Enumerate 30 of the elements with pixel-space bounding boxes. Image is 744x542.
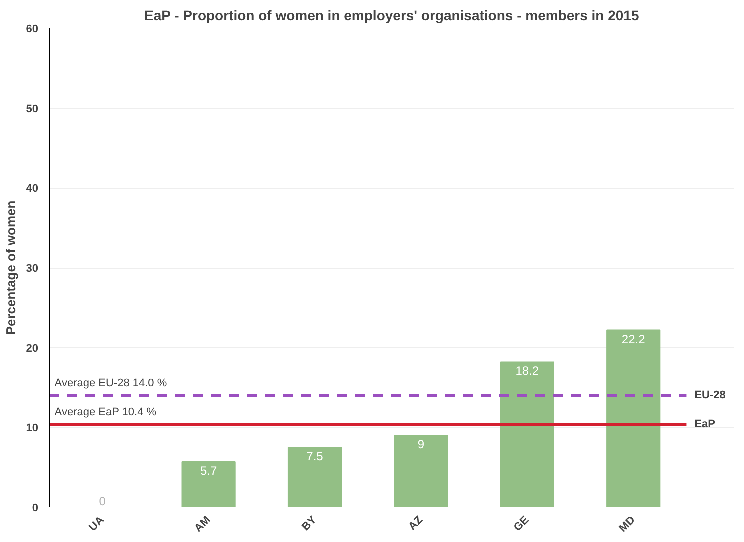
bar — [394, 435, 448, 508]
bar — [500, 362, 554, 508]
ref-line-label: EU-28 — [694, 390, 726, 402]
annotation: Average EU-28 14.0 % — [54, 378, 168, 390]
y-tick-label: 20 — [26, 342, 39, 355]
y-tick-label: 30 — [26, 263, 39, 275]
x-tick-label: AZ — [406, 514, 426, 534]
data-label: 5.7 — [200, 464, 218, 478]
data-label: 7.5 — [306, 450, 324, 464]
x-tick-label: GE — [512, 514, 532, 534]
y-tick-label: 50 — [26, 103, 39, 116]
y-tick-label: 10 — [26, 422, 39, 435]
x-tick-label: MD — [617, 514, 638, 535]
y-tick-label: 0 — [32, 502, 39, 514]
chart-title: EaP - Proportion of women in employers' organisations - members in 2015 — [144, 8, 640, 24]
bar — [182, 461, 236, 508]
x-tick-label: UA — [87, 514, 107, 534]
data-label: 0 — [99, 494, 106, 508]
x-tick-label: BY — [300, 514, 320, 534]
data-label: 22.2 — [622, 332, 646, 346]
y-tick-label: 60 — [26, 24, 39, 36]
data-label: 9 — [418, 438, 425, 452]
y-axis-title: Percentage of women — [3, 200, 18, 336]
bar — [606, 330, 661, 508]
x-tick-label: AM — [192, 514, 214, 535]
y-tick-label: 40 — [26, 183, 39, 196]
data-label: 18.2 — [516, 364, 540, 378]
bar — [288, 447, 342, 508]
ref-line-label: EaP — [694, 418, 716, 430]
annotation: Average EaP 10.4 % — [54, 406, 157, 418]
